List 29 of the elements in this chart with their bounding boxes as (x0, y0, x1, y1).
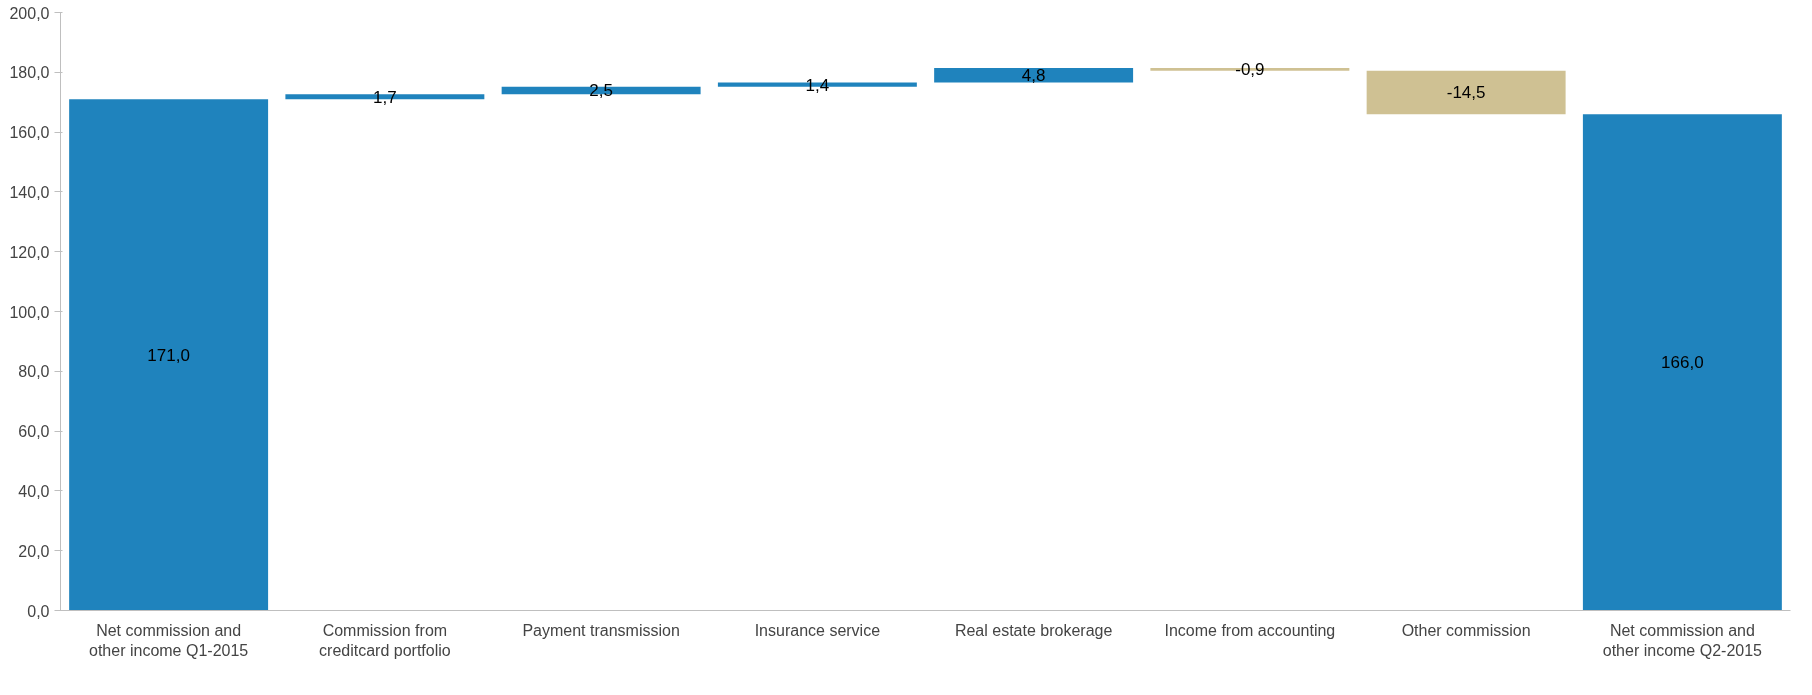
data-label: 1,4 (805, 75, 830, 95)
data-label: 166,0 (1661, 353, 1704, 373)
y-tick-label: 120,0 (9, 243, 50, 261)
x-tick-label: Commission from creditcard portfolio (319, 621, 451, 659)
x-tick-label: Other commission (1401, 621, 1531, 639)
y-tick-label: 180,0 (9, 64, 50, 82)
bar (1582, 114, 1782, 611)
x-tick-label: Real estate brokerage (954, 621, 1113, 639)
x-tick-label: Net commission and other income Q1-2015 (89, 621, 249, 659)
y-tick-label: 0,0 (27, 602, 50, 620)
bar (69, 99, 269, 611)
data-label: 171,0 (147, 345, 190, 365)
y-tick-label: 60,0 (18, 423, 50, 441)
y-tick-label: 200,0 (9, 4, 50, 22)
y-tick-label: 100,0 (9, 303, 50, 321)
y-tick-label: 140,0 (9, 183, 50, 201)
x-tick-label: Income from accounting (1164, 621, 1336, 639)
data-label: -14,5 (1446, 83, 1486, 103)
bar (1366, 70, 1566, 115)
data-label: 4,8 (1021, 66, 1046, 86)
y-tick-label: 160,0 (9, 124, 50, 142)
bar (934, 68, 1134, 83)
x-tick-label: Insurance service (754, 621, 881, 639)
data-label: -0,9 (1235, 60, 1265, 80)
y-tick-label: 40,0 (18, 482, 50, 500)
x-tick-label: Net commission and other income Q2-2015 (1602, 621, 1763, 659)
x-tick-label: Payment transmission (522, 621, 680, 639)
y-tick-label: 20,0 (18, 542, 50, 560)
y-tick-label: 80,0 (18, 363, 50, 381)
